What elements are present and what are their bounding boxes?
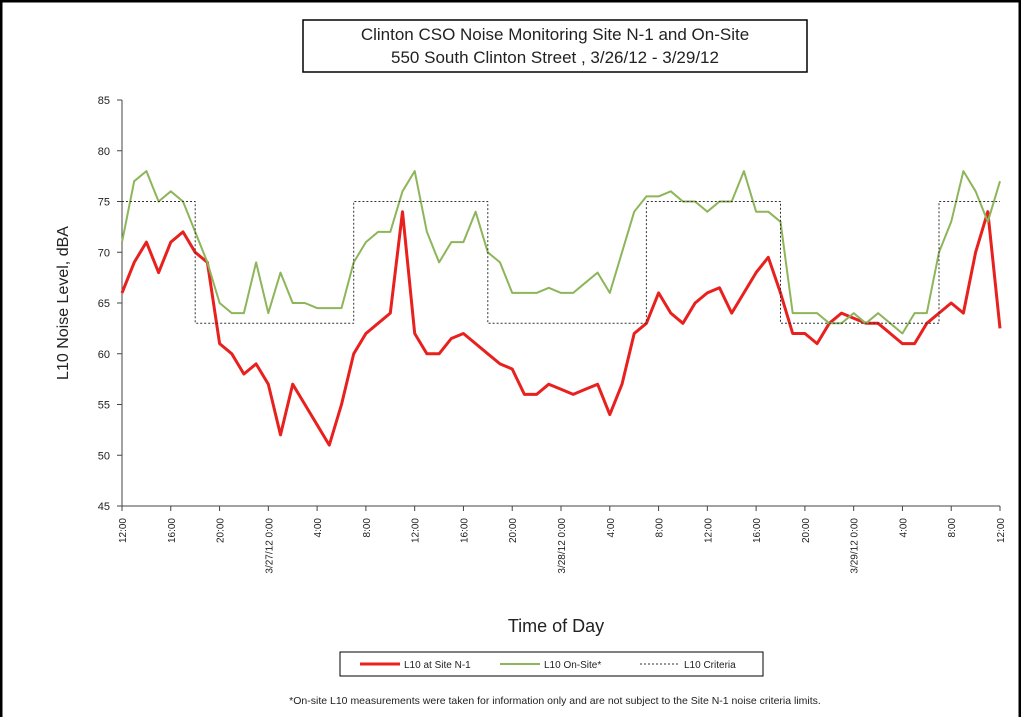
- x-tick-label: 16:00: [167, 518, 178, 543]
- x-tick-label: 12:00: [411, 518, 422, 543]
- y-tick-label: 45: [98, 501, 110, 513]
- x-tick-label: 20:00: [216, 518, 227, 543]
- series-line: [121, 170, 1001, 335]
- x-tick-label: 4:00: [313, 518, 324, 538]
- legend-label: L10 at Site N-1: [404, 660, 471, 671]
- y-axis-label: L10 Noise Level, dBA: [55, 226, 72, 380]
- x-tick-label: 4:00: [606, 518, 617, 538]
- title-box: [302, 19, 808, 73]
- y-tick-label: 80: [98, 146, 110, 158]
- legend-box: [339, 651, 764, 677]
- y-tick-label: 75: [98, 197, 110, 209]
- y-tick-label: 60: [98, 349, 110, 361]
- x-tick-label: 20:00: [801, 518, 812, 543]
- x-tick-label: 12:00: [996, 518, 1007, 543]
- x-axis-label: Time of Day: [508, 616, 604, 636]
- chart-title: Clinton CSO Noise Monitoring Site N-1 an…: [361, 25, 749, 44]
- x-tick-label: 3/29/12 0:00: [850, 518, 861, 574]
- x-tick-label: 16:00: [752, 518, 763, 543]
- series-line: [120, 210, 1002, 447]
- y-tick-label: 65: [98, 298, 110, 310]
- x-tick-label: 3/28/12 0:00: [557, 518, 568, 574]
- legend-label: L10 Criteria: [684, 660, 736, 671]
- x-tick-label: 8:00: [362, 518, 373, 538]
- chart-subtitle: 550 South Clinton Street , 3/26/12 - 3/2…: [391, 48, 719, 67]
- x-tick-label: 16:00: [459, 518, 470, 543]
- y-tick-label: 70: [98, 247, 110, 259]
- x-tick-label: 8:00: [947, 518, 958, 538]
- series-line: [122, 201, 1000, 324]
- x-tick-label: 12:00: [703, 518, 714, 543]
- y-tick-label: 55: [98, 400, 110, 412]
- x-tick-label: 3/27/12 0:00: [264, 518, 275, 574]
- x-tick-label: 8:00: [655, 518, 666, 538]
- y-tick-label: 50: [98, 450, 110, 462]
- footnote: *On-site L10 measurements were taken for…: [289, 695, 821, 707]
- y-tick-label: 85: [98, 95, 110, 107]
- x-tick-label: 4:00: [898, 518, 909, 538]
- legend-label: L10 On-Site*: [544, 660, 601, 671]
- x-tick-label: 12:00: [118, 518, 129, 543]
- x-tick-label: 20:00: [508, 518, 519, 543]
